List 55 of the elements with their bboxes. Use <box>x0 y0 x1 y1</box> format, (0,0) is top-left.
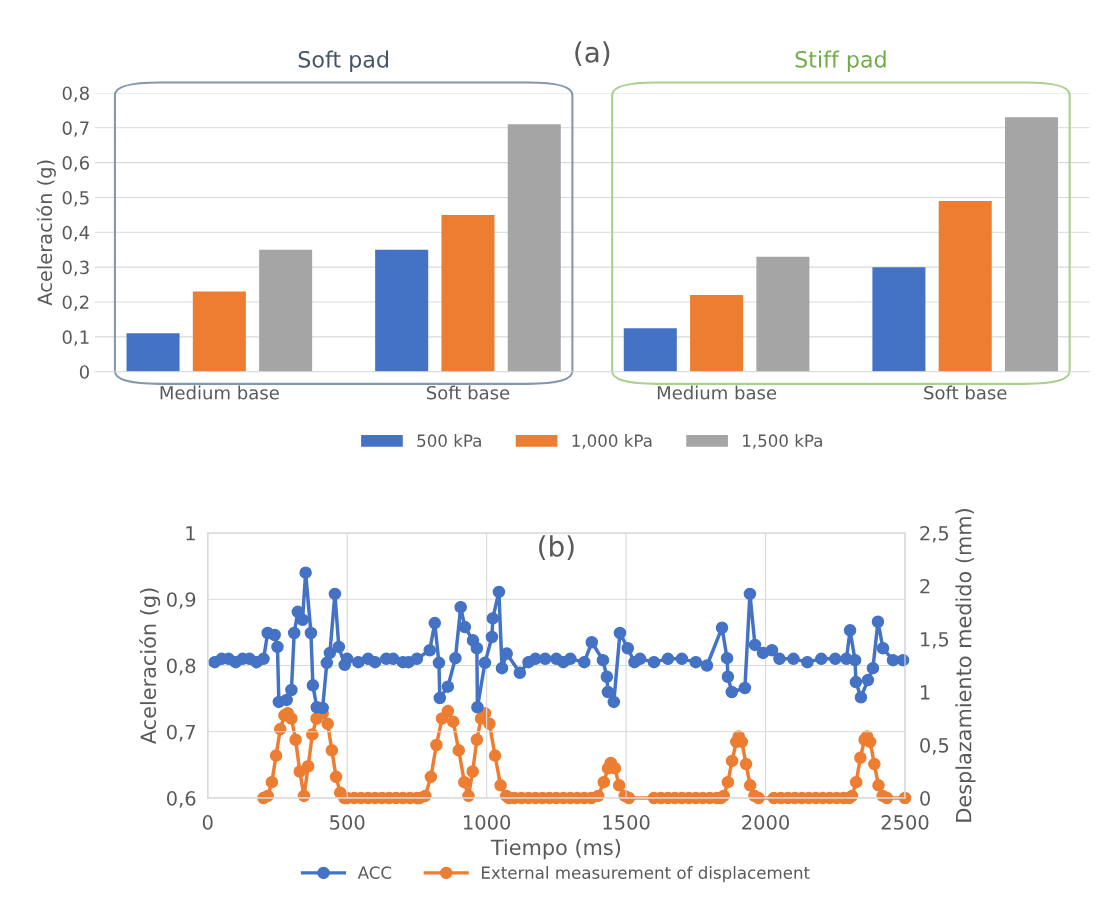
y2-tick-label: 1,5 <box>921 632 949 649</box>
x-tick-label: Medium base <box>160 385 279 400</box>
y-tick-label: 0,5 <box>62 190 89 207</box>
y-tick-label: 0,7 <box>166 724 195 742</box>
legend-label: ACC <box>357 866 392 879</box>
y-tick-label: 0,9 <box>166 592 196 609</box>
y2-tick-label: 0 <box>920 790 930 806</box>
y-tick-label: 0,8 <box>62 86 89 102</box>
x-tick-label: 1500 <box>603 815 650 830</box>
legend-label: 500 kPa <box>417 434 481 447</box>
x-tick-label: Soft base <box>924 385 1007 400</box>
bar <box>872 267 926 372</box>
x-tick-label: Soft base <box>426 385 510 400</box>
text: Soft pad <box>298 50 389 73</box>
bar <box>690 295 744 372</box>
bar <box>938 200 992 372</box>
y-tick-label: 0 <box>79 365 89 379</box>
y2-tick-label: 1 <box>921 685 930 700</box>
legend-label: External measurement of displacement <box>482 866 810 883</box>
bar <box>623 328 677 372</box>
y-tick-label: 0,6 <box>166 790 196 808</box>
y-tick-label: 0,2 <box>62 295 89 311</box>
chart-title: (a) <box>575 41 610 67</box>
y-axis-title: Aceleración (g) <box>36 160 56 306</box>
bar <box>441 214 495 372</box>
x-tick-label: 0 <box>202 815 213 830</box>
legend-label: 1,500 kPa <box>743 434 822 449</box>
bar <box>126 333 180 372</box>
x-tick-label: 500 <box>330 815 365 830</box>
x-tick-label: 2500 <box>881 815 929 830</box>
y-axis-title: Aceleración (g) <box>139 588 161 745</box>
text: Stiff pad <box>795 50 886 73</box>
x-tick-label: 1000 <box>464 815 511 830</box>
bar <box>507 124 561 372</box>
bar <box>259 249 313 372</box>
y2-axis-title: Desplazamiento medido (mm) <box>955 509 976 822</box>
bar <box>375 249 429 372</box>
y2-tick-label: 2,5 <box>920 525 949 543</box>
x-tick-label: Medium base <box>657 385 777 400</box>
y2-tick-label: 2 <box>920 578 930 594</box>
x-tick-label: 2000 <box>742 815 789 830</box>
x-axis-title: Tiempo (ms) <box>490 839 621 860</box>
y-tick-label: 0,4 <box>62 225 90 242</box>
chart-title: (b) <box>539 535 574 561</box>
y-tick-label: 0,8 <box>166 658 196 676</box>
bar <box>1005 117 1059 372</box>
y-tick-label: 1 <box>186 526 195 541</box>
y-tick-label: 0,1 <box>62 330 89 346</box>
y-tick-label: 0,7 <box>62 121 89 137</box>
y2-tick-label: 0,5 <box>920 737 949 755</box>
bar <box>756 256 810 372</box>
bar <box>192 291 246 372</box>
legend-label: 1,000 kPa <box>572 434 652 449</box>
y-tick-label: 0,3 <box>62 260 89 277</box>
y-tick-label: 0,6 <box>62 156 90 172</box>
